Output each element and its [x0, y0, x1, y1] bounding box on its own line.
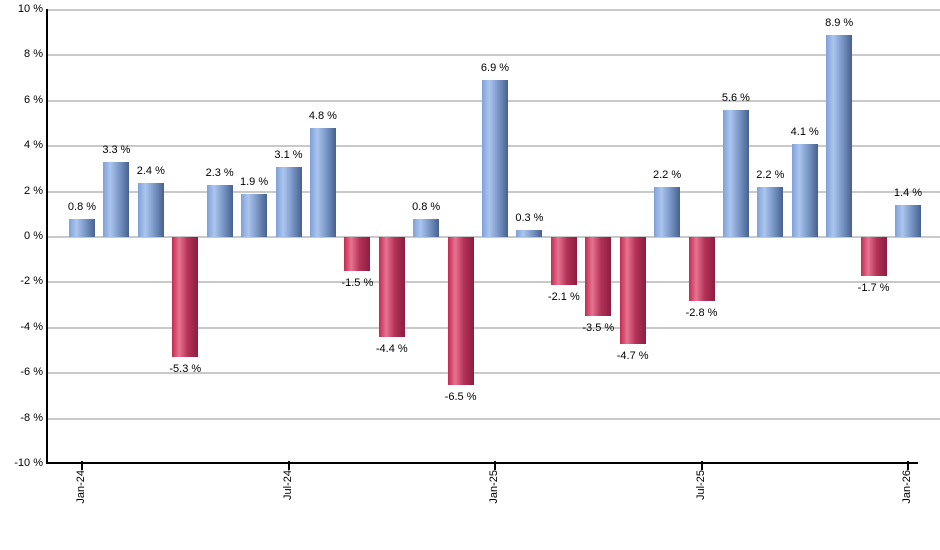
gridline: [48, 326, 940, 329]
bar-value-label: -1.7 %: [857, 281, 890, 294]
x-axis-tick: [494, 461, 496, 470]
bar-jan-25: [482, 80, 508, 237]
bar-aug-24: [309, 128, 336, 237]
bar-apr-25: [585, 237, 612, 317]
bar-value-label: -5.3 %: [169, 363, 202, 376]
bar-value-label: -4.7 %: [616, 349, 649, 362]
bar-value-label: -2.1 %: [547, 290, 580, 303]
bar-jul-25: [688, 237, 715, 301]
bar-value-label: 3.3 %: [102, 144, 131, 157]
bar-oct-24: [378, 237, 405, 337]
bar-sep-24: [344, 237, 371, 272]
bar-value-label: -6.5 %: [444, 390, 477, 403]
bar-value-label: 1.9 %: [240, 175, 269, 188]
x-axis-line: [46, 462, 918, 464]
bar-jun-24: [241, 193, 268, 237]
bar-nov-25: [826, 34, 853, 237]
x-axis-tick: [81, 461, 83, 470]
y-axis-tick-label: -6 %: [20, 366, 43, 379]
bar-value-label: -4.4 %: [375, 342, 408, 355]
gridline: [48, 236, 940, 238]
bar-value-label: 8.9 %: [825, 16, 854, 29]
bar-nov-24: [413, 218, 440, 237]
y-axis-tick-label: -10 %: [14, 457, 43, 469]
bar-value-label: 2.4 %: [136, 164, 165, 177]
bar-value-label: 4.8 %: [308, 110, 337, 123]
bar-value-label: 3.1 %: [274, 148, 303, 161]
bar-value-label: 2.2 %: [756, 169, 785, 182]
y-axis-tick-label: -8 %: [20, 411, 43, 424]
bar-may-25: [619, 237, 646, 344]
bar-jun-25: [654, 187, 681, 237]
x-axis-tick: [700, 461, 703, 470]
gridline: [48, 54, 940, 57]
bar-apr-24: [172, 237, 199, 358]
bar-value-label: 0.8 %: [67, 200, 97, 213]
y-axis-tick-label: -4 %: [20, 320, 43, 333]
bar-feb-25: [516, 230, 543, 237]
gridline: [48, 281, 940, 284]
y-axis-tick-label: 4 %: [24, 139, 43, 152]
gridline: [48, 372, 940, 375]
bar-may-24: [206, 184, 233, 237]
bar-value-label: 1.4 %: [893, 187, 923, 200]
bar-jan-26: [895, 205, 921, 237]
y-axis-tick-label: 2 %: [24, 184, 43, 197]
bar-mar-25: [550, 237, 577, 285]
gridline: [48, 9, 940, 11]
bar-oct-25: [791, 143, 818, 237]
x-axis-tick-label: Jan-24: [75, 470, 87, 504]
bar-value-label: 2.3 %: [205, 166, 234, 179]
bar-jan-24: [69, 218, 95, 237]
y-axis-tick-label: 0 %: [24, 230, 43, 242]
bar-value-label: 0.3 %: [515, 212, 544, 225]
y-axis-tick-label: 8 %: [24, 48, 43, 61]
bar-jul-24: [275, 166, 302, 237]
bar-value-label: 0.8 %: [412, 200, 441, 213]
bar-value-label: -3.5 %: [582, 322, 615, 335]
x-axis-tick-label: Jul-24: [281, 470, 294, 500]
x-axis-tick: [907, 461, 909, 470]
bar-dec-25: [860, 237, 887, 276]
y-axis-tick-label: 6 %: [24, 93, 43, 106]
bar-feb-24: [103, 162, 130, 237]
bar-value-label: -1.5 %: [341, 277, 374, 290]
bar-sep-25: [757, 187, 784, 237]
gridline: [48, 417, 940, 420]
x-axis-tick-label: Jul-25: [694, 470, 707, 500]
x-axis-tick-label: Jan-26: [901, 470, 913, 504]
bar-value-label: 5.6 %: [721, 91, 750, 104]
bar-value-label: -2.8 %: [685, 306, 718, 319]
bar-mar-24: [137, 182, 164, 237]
x-axis-tick: [287, 461, 290, 470]
bar-value-label: 2.2 %: [653, 169, 682, 182]
bar-value-label: 6.9 %: [480, 62, 510, 75]
bar-dec-24: [447, 237, 474, 385]
y-axis-tick-label: -2 %: [20, 275, 43, 288]
x-axis-tick-label: Jan-25: [488, 470, 500, 504]
y-axis-tick-label: 10 %: [17, 3, 43, 15]
y-axis-line: [46, 9, 48, 464]
bar-aug-25: [722, 109, 749, 237]
bar-value-label: 4.1 %: [790, 125, 819, 138]
